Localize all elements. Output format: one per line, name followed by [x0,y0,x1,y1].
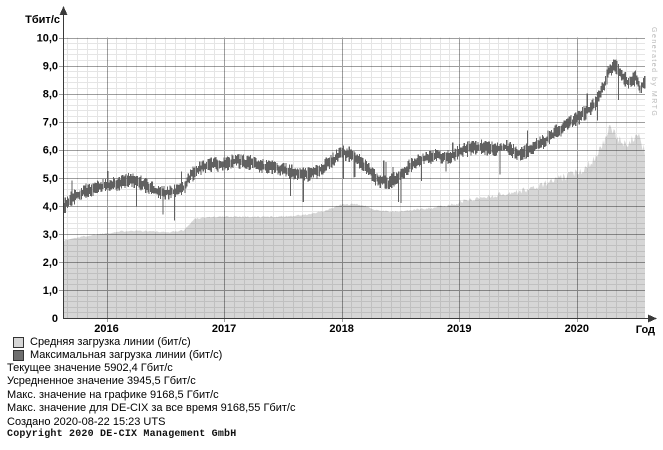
y-tick-label: 2,0 [43,257,58,269]
y-tick-label: 10,0 [37,33,58,45]
x-tick-label: 2020 [565,323,589,335]
y-tick-label: 6,0 [43,145,58,157]
watermark-generated-by-text: Generated by MRTG [650,27,657,117]
x-tick-label: 2018 [329,323,353,335]
alltime-max-value-text: Макс. значение для DE-CIX за все время 9… [7,402,296,415]
legend-item-maximum: Максимальная загрузка линии (бит/с) [13,349,222,362]
created-timestamp-text: Создано 2020-08-22 15:23 UTS [7,415,166,428]
x-tick-label: 2019 [447,323,471,335]
y-tick-label: 4,0 [43,201,58,213]
x-axis-unit-label: Год [636,324,655,336]
x-tick-label: 2016 [94,323,118,335]
y-tick-label: 3,0 [43,229,58,241]
copyright-text: Copyright 2020 DE-CIX Management GmbH [7,429,237,440]
x-tick-label: 2017 [212,323,236,335]
average-area-series [63,124,645,319]
y-tick-label: 0 [52,313,58,325]
y-tick-label: 8,0 [43,89,58,101]
maximum-load-swatch [13,350,24,361]
tick-labels: 0 1,0 2,0 3,0 4,0 5,0 6,0 7,0 8,0 9,0 10,0 2016 2017… [37,33,589,336]
current-value-text: Текущее значение 5902,4 Гбит/с [7,362,173,374]
legend-item-average: Средняя загрузка линии (бит/с) [13,336,222,349]
y-tick-label: 9,0 [43,61,58,73]
y-tick-label: 5,0 [43,173,58,185]
axes [59,6,657,323]
legend-label-average: Средняя загрузка линии (бит/с) [30,336,191,348]
y-tick-label: 1,0 [43,285,58,297]
graph-max-value-text: Макс. значение на графике 9168,5 Гбит/с [7,388,219,401]
chart-plot-area: 0 1,0 2,0 3,0 4,0 5,0 6,0 7,0 8,0 9,0 10,0 2016 2017… [25,6,657,336]
average-load-swatch [13,337,24,348]
y-tick-label: 7,0 [43,117,58,129]
legend-label-maximum: Максимальная загрузка линии (бит/с) [30,349,223,361]
averaged-value-text: Усредненное значение 3945,5 Гбит/с [7,375,196,388]
statistics-block: Текущее значение 5902,4 Гбит/с Усредненн… [7,362,295,429]
legend: Средняя загрузка линии (бит/с) Максималь… [13,336,222,362]
y-axis-unit-label: Тбит/с [25,14,60,26]
